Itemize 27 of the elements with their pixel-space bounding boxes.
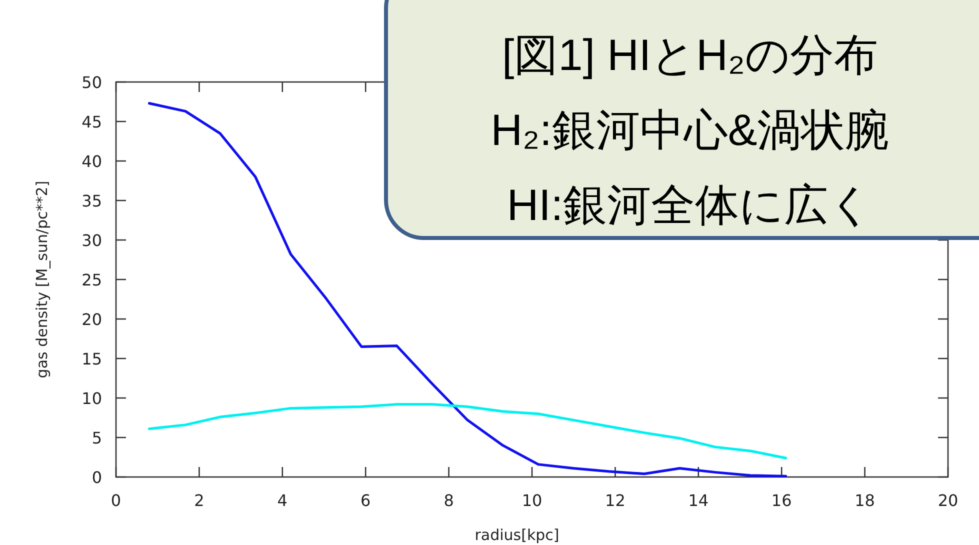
y-tick-label: 20	[82, 310, 102, 329]
x-tick-label: 10	[522, 491, 542, 510]
x-tick-label: 14	[688, 491, 709, 510]
y-tick-label: 0	[92, 468, 102, 487]
y-axis-title: gas density [M_sun/pc**2]	[33, 180, 51, 378]
y-tick-label: 25	[82, 270, 102, 290]
x-tick-label: 6	[360, 491, 371, 510]
x-axis-title: radius[kpc]	[474, 526, 560, 544]
annotation: HI:銀河全体に広く	[506, 181, 874, 230]
y-tick-label: 35	[82, 192, 102, 210]
text: [図1] HIとH₂の分布	[502, 31, 878, 80]
y-tick-label: 50	[82, 73, 102, 92]
x-tick-label: 0	[110, 491, 122, 510]
y-tick-label: 40	[82, 152, 102, 171]
annotation: H₂:銀河中心&渦状腕	[490, 106, 890, 155]
y-tick-label: 30	[82, 231, 102, 250]
x-tick-label: 12	[605, 491, 626, 510]
y-tick-label: 10	[82, 389, 102, 408]
x-tick-label: 18	[854, 491, 875, 510]
y-tick-label: 5	[92, 428, 102, 448]
x-tick-label: 8	[444, 491, 454, 510]
y-tick-label: 15	[82, 350, 102, 368]
x-tick-label: 16	[771, 491, 792, 510]
x-tick-label: 20	[938, 491, 958, 510]
y-tick-label: 45	[82, 112, 102, 132]
x-tick-label: 4	[277, 491, 288, 510]
x-tick-label: 2	[194, 491, 204, 510]
